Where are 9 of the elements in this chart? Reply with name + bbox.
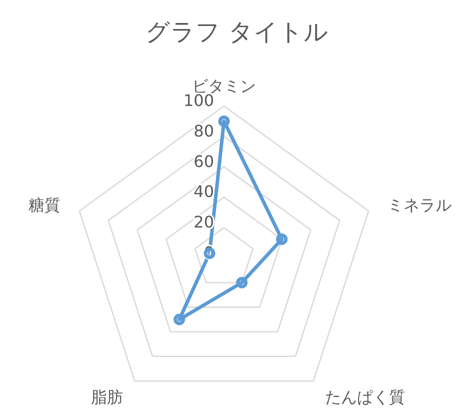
chart-title: グラフ タイトル xyxy=(144,17,330,48)
y-tick-label: 40 xyxy=(194,182,214,202)
y-tick-label: 60 xyxy=(194,152,214,171)
spoke-label: たんぱく質 xyxy=(325,388,406,407)
spoke-label: 脂肪 xyxy=(90,388,123,407)
y-tick-label: 80 xyxy=(194,121,214,140)
spoke-label: 糖質 xyxy=(28,195,60,214)
spoke-label: ビタミン xyxy=(192,76,256,96)
spoke-label: ミネラル xyxy=(388,195,452,214)
